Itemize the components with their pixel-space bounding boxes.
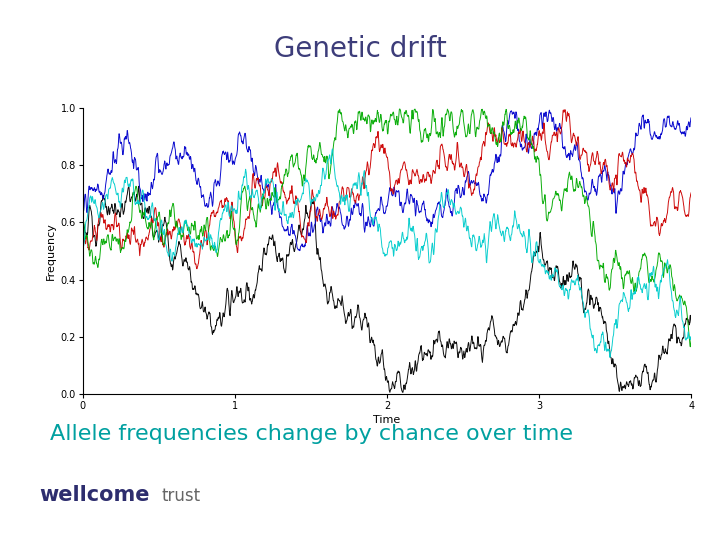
Y-axis label: Frequency: Frequency bbox=[46, 222, 56, 280]
X-axis label: Time: Time bbox=[374, 415, 400, 426]
Text: wellcome: wellcome bbox=[40, 485, 150, 505]
Text: Allele frequencies change by chance over time: Allele frequencies change by chance over… bbox=[50, 424, 573, 444]
Text: trust: trust bbox=[162, 487, 201, 505]
Text: Genetic drift: Genetic drift bbox=[274, 35, 446, 63]
